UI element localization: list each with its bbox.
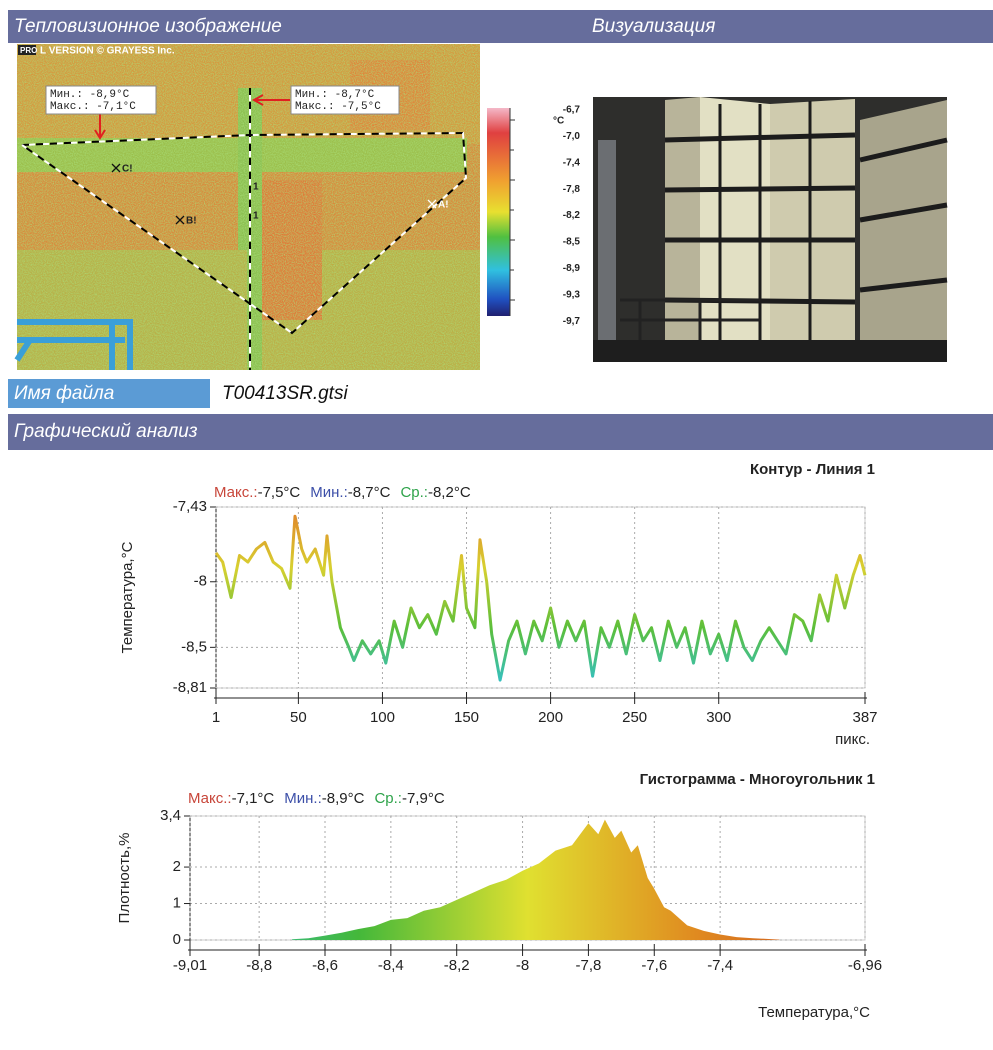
file-label: Имя файла — [14, 383, 114, 404]
y-tick-label: 3,4 — [160, 807, 181, 824]
x-tick-label: 150 — [454, 709, 479, 726]
x-tick-label: 387 — [852, 709, 877, 726]
x-tick-label: 300 — [706, 709, 731, 726]
box-max: Макс.: -7,1°C — [50, 101, 136, 113]
y-tick-label: -7,43 — [173, 498, 207, 515]
x-tick-label: -6,96 — [848, 957, 882, 974]
photo — [593, 97, 947, 362]
marker: A! — [438, 200, 449, 211]
stat-value: -7,1°C — [232, 790, 275, 807]
line-label: 1 — [253, 211, 259, 222]
scale-label: -6,7 — [563, 105, 581, 116]
profile-line — [216, 516, 865, 680]
y-tick-label: -8 — [194, 573, 207, 590]
x-axis-label: Температура,°C — [758, 1004, 870, 1021]
body: Тепловизионное изображение Визуализация … — [0, 0, 993, 1050]
y-tick-label: -8,81 — [173, 679, 207, 696]
scale-label: -7,4 — [563, 157, 581, 168]
x-tick-label: 200 — [538, 709, 563, 726]
scale-label: -8,5 — [563, 237, 581, 248]
stat-label: Мин.: — [310, 484, 348, 501]
box-min: Мин.: -8,9°C — [50, 89, 130, 101]
line-label: 1 — [253, 182, 259, 193]
plot-area — [216, 507, 865, 688]
x-tick-label: -7,6 — [641, 957, 667, 974]
page: Thermal report {"header": {"thermal_titl… — [0, 0, 993, 1050]
x-tick-label: 1 — [212, 709, 220, 726]
stat-label: Ср.: — [374, 790, 402, 807]
histogram-area — [292, 820, 779, 940]
stat-value: -8,9°C — [322, 790, 365, 807]
thermal-title: Тепловизионное изображение — [14, 16, 282, 37]
x-tick-label: -7,8 — [575, 957, 601, 974]
x-tick-label: -7,4 — [707, 957, 733, 974]
x-tick-label: -8 — [516, 957, 529, 974]
stat-label: Ср.: — [400, 484, 428, 501]
x-tick-label: -8,4 — [378, 957, 404, 974]
stat-value: -8,2°C — [428, 484, 471, 501]
color-bar-ticks — [510, 108, 515, 316]
stat-value: -7,5°C — [258, 484, 301, 501]
y-axis-label: Плотность,% — [116, 833, 133, 924]
chart-title: Гистограмма - Многоугольник 1 — [640, 771, 875, 788]
chart-stats: Макс.:-7,1°C Мин.:-8,9°C Ср.:-7,9°C — [188, 790, 445, 807]
box-max: Макс.: -7,5°C — [295, 101, 381, 113]
y-tick-label: 0 — [173, 931, 181, 948]
file-name: T00413SR.gtsi — [222, 383, 348, 404]
x-tick-label: -9,01 — [173, 957, 207, 974]
color-bar — [487, 108, 510, 316]
scale-label: -7,0 — [563, 131, 581, 142]
visual-title: Визуализация — [592, 16, 715, 37]
x-tick-label: -8,8 — [246, 957, 272, 974]
stat-label: Макс.: — [214, 484, 258, 501]
badge: PRO — [20, 46, 37, 55]
scale-label: -8,9 — [563, 263, 581, 274]
y-tick-label: -8,5 — [181, 638, 207, 655]
y-tick-label: 2 — [173, 858, 181, 875]
marker: B! — [186, 216, 197, 227]
scale-unit: °C — [553, 116, 564, 127]
watermark: L VERSION © GRAYESS Inc. — [40, 46, 175, 57]
marker: C! — [122, 164, 133, 175]
report: Тепловизионное изображение Визуализация … — [0, 0, 993, 1050]
scale-label: -9,7 — [563, 316, 581, 327]
scale-label: -7,8 — [563, 184, 581, 195]
scale-label: -9,3 — [563, 289, 581, 300]
chart-title: Контур - Линия 1 — [750, 461, 875, 478]
analysis-title: Графический анализ — [14, 421, 198, 442]
stat-label: Макс.: — [188, 790, 232, 807]
scale-label: -8,2 — [563, 210, 581, 221]
x-tick-label: 250 — [622, 709, 647, 726]
x-tick-label: 50 — [290, 709, 307, 726]
x-axis-label: пикс. — [835, 731, 870, 748]
chart-stats: Макс.:-7,5°C Мин.:-8,7°C Ср.:-8,2°C — [214, 484, 471, 501]
stat-label: Мин.: — [284, 790, 322, 807]
box-min: Мин.: -8,7°C — [295, 89, 375, 101]
y-tick-label: 1 — [173, 894, 181, 911]
y-axis-label: Температура,°C — [119, 541, 136, 653]
x-tick-label: -8,2 — [444, 957, 470, 974]
stat-value: -7,9°C — [402, 790, 445, 807]
x-tick-label: 100 — [370, 709, 395, 726]
stat-value: -8,7°C — [348, 484, 391, 501]
visual-scale: -6,7 -7,0 -7,4 -7,8 -8,2 -8,5 -8,9 -9,3 -9,7 — [563, 105, 581, 327]
x-tick-label: -8,6 — [312, 957, 338, 974]
